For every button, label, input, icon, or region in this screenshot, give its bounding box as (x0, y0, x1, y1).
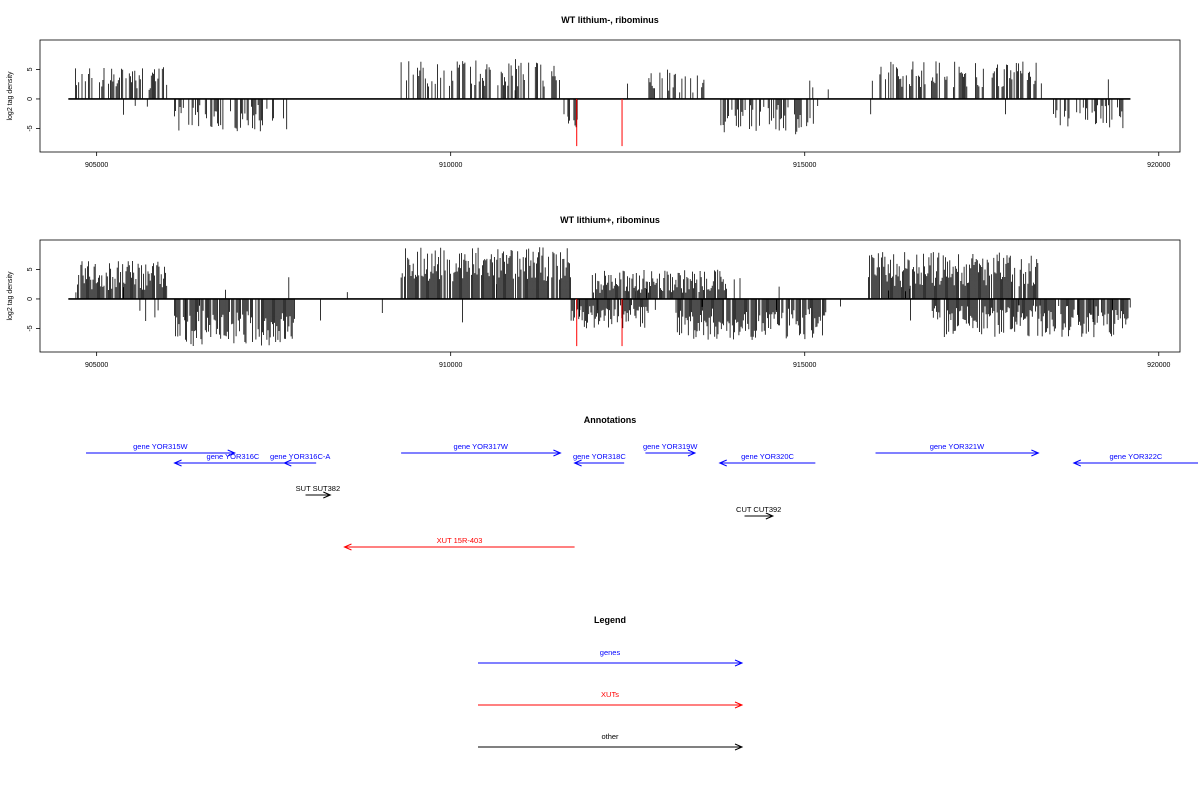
feature-label: gene YOR315W (133, 442, 188, 451)
legend-entry: genes (478, 648, 744, 667)
panel-lithium-minus: WT lithium-, ribominus log2 tag density … (7, 15, 1181, 169)
feature-label: gene YOR316C-A (270, 452, 330, 461)
y-axis-label: log2 tag density (7, 71, 14, 121)
annotation-feature: SUT SUT382 (296, 484, 340, 499)
y-tick-label: 5 (27, 267, 34, 271)
arrow-head (553, 449, 562, 457)
y-axis: 5 0 -5 (27, 67, 40, 132)
legend: Legend genes XUTs other (478, 615, 744, 751)
y-axis-label: log2 tag density (7, 271, 14, 321)
arrow-head (1072, 459, 1081, 467)
x-tick-label: 915000 (793, 362, 816, 369)
x-tick-label: 905000 (85, 362, 108, 369)
x-axis: 905000 910000 915000 920000 (85, 152, 1171, 169)
annotation-feature: gene YOR319W (643, 442, 698, 457)
x-axis: 905000 910000 915000 920000 (85, 352, 1171, 369)
legend-entry: XUTs (478, 690, 744, 709)
arrow-head (343, 543, 352, 551)
legend-entry: other (478, 732, 744, 751)
annotations-title: Annotations (584, 415, 637, 425)
plot-frame (39, 39, 1181, 153)
panel-title: WT lithium-, ribominus (561, 15, 659, 25)
red-spikes (576, 298, 623, 347)
signal-bars (75, 247, 1131, 346)
legend-title: Legend (594, 615, 626, 625)
signal-bars (75, 59, 1124, 135)
feature-label: SUT SUT382 (296, 484, 340, 493)
annotation-feature: CUT CUT392 (736, 505, 781, 520)
arrow-head (718, 459, 727, 467)
legend-items: genes XUTs other (478, 648, 744, 751)
legend-label: XUTs (601, 690, 619, 699)
annotation-feature: gene YOR320C (718, 452, 816, 467)
feature-label: gene YOR321W (930, 442, 985, 451)
red-spikes (576, 98, 623, 147)
legend-arrow-head (734, 701, 744, 709)
track-bars (68, 59, 1131, 135)
annotation-feature: gene YOR316C-A (270, 452, 330, 467)
y-axis: 5 0 -5 (27, 267, 40, 332)
arrow-head (173, 459, 182, 467)
legend-arrow-head (734, 659, 744, 667)
y-tick-label: -5 (27, 125, 34, 131)
y-tick-label: 5 (27, 67, 34, 71)
x-tick-label: 910000 (439, 162, 462, 169)
annotation-items: gene YOR315W gene YOR316C gene YOR316C-A ge… (86, 442, 1198, 551)
feature-label: CUT CUT392 (736, 505, 781, 514)
annotation-feature: gene YOR316C (173, 452, 292, 467)
panel-lithium-plus: WT lithium+, ribominus log2 tag density … (7, 215, 1181, 369)
x-tick-label: 920000 (1147, 162, 1170, 169)
arrow-head (1031, 449, 1040, 457)
panel-title: WT lithium+, ribominus (560, 215, 660, 225)
feature-label: gene YOR318C (573, 452, 626, 461)
annotation-feature: gene YOR315W (86, 442, 236, 457)
feature-label: gene YOR317W (454, 442, 509, 451)
x-tick-label: 905000 (85, 162, 108, 169)
arrow-head (323, 491, 332, 499)
plot-frame (39, 239, 1181, 353)
legend-label: genes (600, 648, 621, 657)
arrow-head (573, 459, 582, 467)
arrow-head (283, 459, 292, 467)
arrow-head (765, 512, 775, 520)
feature-label: gene YOR316C (207, 452, 260, 461)
x-tick-label: 915000 (793, 162, 816, 169)
y-tick-label: -5 (27, 325, 34, 331)
y-tick-label: 0 (27, 297, 34, 301)
feature-label: gene YOR320C (741, 452, 794, 461)
arrow-head (687, 449, 697, 457)
arrow-head (227, 449, 236, 457)
annotation-feature: gene YOR317W (401, 442, 562, 457)
y-tick-label: 0 (27, 97, 34, 101)
legend-arrow-head (734, 743, 744, 751)
annotation-feature: XUT 15R-403 (343, 536, 575, 551)
feature-label: gene YOR322C (1109, 452, 1162, 461)
annotation-feature: gene YOR321W (875, 442, 1040, 457)
legend-label: other (601, 732, 619, 741)
feature-label: gene YOR319W (643, 442, 698, 451)
track-bars (68, 247, 1131, 346)
annotation-feature: gene YOR322C (1072, 452, 1198, 467)
feature-label: XUT 15R-403 (437, 536, 483, 545)
x-tick-label: 910000 (439, 362, 462, 369)
annotation-feature: gene YOR318C (573, 452, 626, 467)
x-tick-label: 920000 (1147, 362, 1170, 369)
